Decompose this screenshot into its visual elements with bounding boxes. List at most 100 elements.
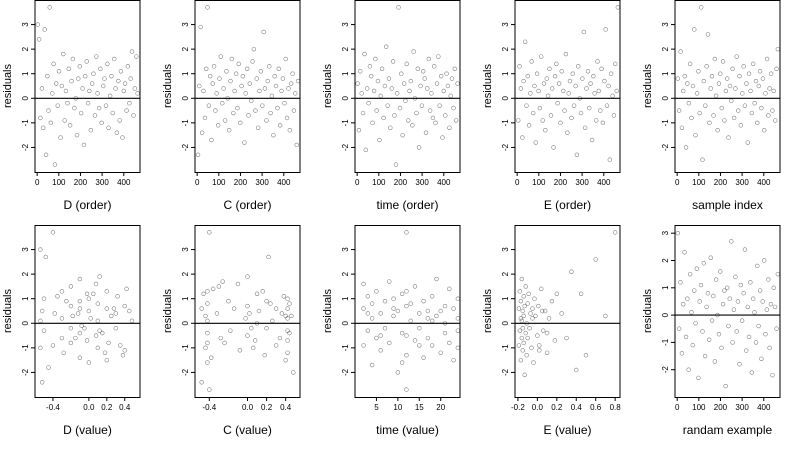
- data-point: [128, 76, 133, 81]
- data-point: [205, 318, 210, 324]
- y-tick-label: 3: [661, 22, 670, 27]
- data-point: [47, 5, 52, 10]
- data-point: [387, 340, 392, 346]
- data-point: [753, 340, 759, 345]
- data-point: [68, 340, 74, 346]
- data-point: [697, 299, 702, 304]
- data-point: [421, 298, 426, 304]
- data-point: [735, 299, 741, 304]
- data-point: [756, 323, 761, 329]
- data-point: [202, 115, 208, 121]
- data-point: [365, 328, 371, 333]
- x-tick-label: 0: [515, 178, 520, 187]
- data-point: [737, 73, 742, 79]
- data-point: [562, 108, 567, 113]
- data-point: [434, 313, 439, 319]
- data-point: [132, 86, 138, 91]
- data-point: [429, 318, 435, 324]
- data-point: [285, 296, 290, 301]
- data-point: [387, 279, 392, 284]
- data-point: [613, 61, 618, 67]
- data-point: [761, 128, 767, 133]
- data-point: [77, 306, 83, 311]
- data-point: [689, 115, 694, 121]
- data-point: [573, 83, 578, 89]
- data-point: [604, 103, 610, 108]
- data-point: [244, 66, 250, 72]
- data-point: [286, 86, 291, 91]
- data-point: [720, 301, 726, 307]
- data-point: [437, 103, 442, 108]
- data-point: [516, 343, 522, 348]
- data-point: [374, 289, 379, 294]
- x-tick-label: 0: [35, 178, 40, 187]
- y-tick-label: -1: [501, 344, 510, 352]
- data-point: [229, 56, 235, 62]
- data-point: [726, 323, 731, 329]
- data-point: [418, 83, 423, 89]
- data-point: [723, 383, 728, 389]
- y-tick-label: 1: [501, 296, 510, 301]
- data-point: [262, 353, 267, 358]
- y-axis-label: residuals: [322, 288, 334, 333]
- y-tick-label: -2: [21, 143, 30, 151]
- data-point: [441, 88, 446, 94]
- y-tick-label: 3: [181, 247, 190, 252]
- data-point: [66, 66, 71, 72]
- data-point: [245, 274, 250, 279]
- data-point: [417, 326, 422, 331]
- data-point: [533, 313, 538, 319]
- data-point: [755, 120, 760, 126]
- data-point: [455, 328, 461, 333]
- data-point: [125, 64, 131, 69]
- data-point: [110, 110, 115, 116]
- data-point: [201, 88, 206, 94]
- data-point: [204, 66, 209, 72]
- data-point: [245, 333, 250, 338]
- data-point: [399, 71, 404, 76]
- data-point: [455, 345, 461, 351]
- data-point: [763, 91, 768, 96]
- data-point: [366, 100, 371, 106]
- data-point: [760, 299, 765, 304]
- data-point: [382, 326, 388, 331]
- data-point: [429, 91, 434, 96]
- data-point: [129, 318, 135, 324]
- data-point: [442, 303, 448, 309]
- data-point: [199, 130, 205, 135]
- data-point: [718, 269, 723, 274]
- y-axis-label: residuals: [482, 288, 494, 333]
- data-point: [268, 301, 273, 306]
- data-point: [427, 108, 433, 113]
- data-point: [700, 157, 705, 162]
- data-point: [238, 120, 243, 126]
- data-point: [520, 326, 525, 331]
- data-point: [55, 103, 60, 108]
- data-point: [518, 86, 524, 91]
- data-point: [705, 291, 711, 296]
- y-tick-label: 3: [501, 22, 510, 27]
- data-point: [395, 91, 400, 96]
- data-point: [540, 118, 545, 123]
- data-point: [455, 81, 460, 86]
- data-point: [68, 326, 74, 331]
- data-point: [38, 115, 43, 121]
- plot-frame: [674, 0, 781, 173]
- data-point: [70, 56, 76, 62]
- data-point: [96, 105, 102, 111]
- y-tick-label: 1: [181, 296, 190, 301]
- data-point: [679, 351, 685, 356]
- data-point: [252, 338, 258, 343]
- data-point: [88, 316, 93, 321]
- data-point: [408, 301, 413, 306]
- data-point: [700, 329, 705, 334]
- data-point: [701, 78, 706, 84]
- data-point: [235, 281, 241, 287]
- data-point: [410, 123, 415, 128]
- data-point: [524, 103, 529, 108]
- data-point: [237, 348, 243, 353]
- data-point: [589, 137, 595, 143]
- y-tick-label: 0: [661, 312, 670, 317]
- data-point: [525, 73, 530, 79]
- data-point: [603, 27, 608, 32]
